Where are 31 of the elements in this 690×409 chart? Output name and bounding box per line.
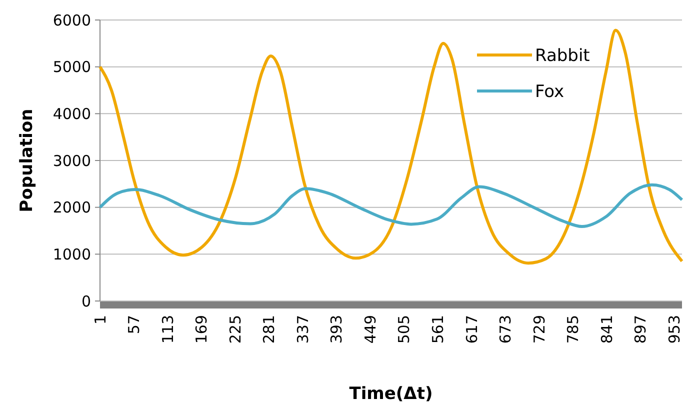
x-tick-label: 225 xyxy=(226,315,244,344)
x-tick-label: 561 xyxy=(428,315,447,344)
x-tick-label: 393 xyxy=(328,315,346,344)
x-tick-label: 57 xyxy=(125,315,144,334)
x-tick-label: 785 xyxy=(564,315,582,344)
x-tick-label: 673 xyxy=(496,315,515,344)
y-tick-label: 1000 xyxy=(52,245,91,264)
x-tick-label: 841 xyxy=(598,315,616,344)
y-tick-label: 2000 xyxy=(52,198,91,217)
x-tick-label: 953 xyxy=(665,315,684,344)
x-tick-label: 169 xyxy=(192,315,211,344)
x-tick-label: 729 xyxy=(530,315,548,344)
line-series xyxy=(98,28,684,265)
line-series xyxy=(98,183,684,228)
x-tick-label: 113 xyxy=(158,315,177,344)
y-tick-label: 0 xyxy=(81,292,91,310)
y-tick-label: 3000 xyxy=(52,152,91,170)
y-axis-title: Population xyxy=(16,108,37,212)
legend-label: Rabbit xyxy=(535,46,590,66)
x-tick-label: 281 xyxy=(260,315,278,344)
legend-label: Fox xyxy=(535,82,564,102)
y-tick-label: 6000 xyxy=(52,11,91,30)
x-tick-label: 337 xyxy=(294,315,312,344)
y-tick-label: 4000 xyxy=(52,104,91,123)
x-axis-title: Time(Δt) xyxy=(349,384,433,404)
y-tick-label: 5000 xyxy=(52,58,91,76)
x-tick-label: 449 xyxy=(361,315,380,344)
x-tick-label: 1 xyxy=(91,315,110,325)
x-tick-label: 897 xyxy=(632,315,650,344)
x-tick-label: 617 xyxy=(462,315,481,344)
x-tick-label: 505 xyxy=(395,315,414,344)
